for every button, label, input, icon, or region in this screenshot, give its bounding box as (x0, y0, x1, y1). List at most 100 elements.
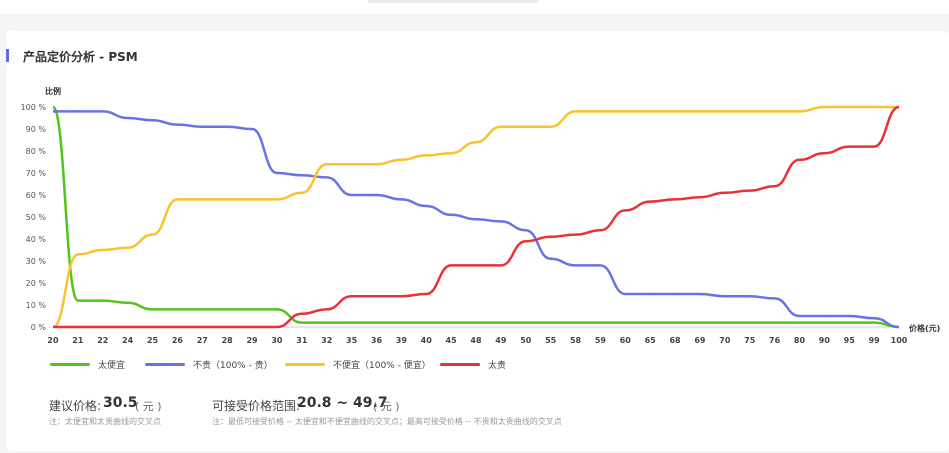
data-point (375, 163, 377, 165)
y-tick-label: 20 % (26, 279, 47, 288)
y-tick-label: 80 % (26, 147, 47, 156)
data-point (176, 308, 178, 310)
series-lines (51, 105, 900, 329)
data-point (201, 126, 203, 128)
data-point (749, 295, 751, 297)
data-point (898, 106, 900, 108)
data-point (898, 326, 900, 328)
data-point (773, 110, 775, 112)
y-tick-label: 70 % (26, 169, 47, 178)
x-tick-label: 99 (869, 336, 881, 345)
x-tick-label: 28 (222, 336, 234, 345)
data-point (674, 321, 676, 323)
series-line-3 (53, 105, 900, 329)
data-point (77, 110, 79, 112)
y-tick-label: 40 % (26, 235, 47, 244)
legend-item-not-cheap[interactable]: 不便宜（100% - 便宜） (285, 357, 431, 371)
data-point (749, 189, 751, 191)
x-tick-label: 55 (545, 336, 557, 345)
data-point (773, 297, 775, 299)
legend-item-not-expensive[interactable]: 不贵（100% - 贵） (145, 357, 273, 371)
x-tick-label: 76 (769, 336, 781, 345)
data-point (450, 264, 452, 266)
data-point (599, 321, 601, 323)
series-line-1 (53, 110, 900, 329)
data-point (823, 106, 825, 108)
x-tick-label: 90 (819, 336, 831, 345)
x-tick-label: 20 (47, 336, 59, 345)
data-point (773, 321, 775, 323)
data-point (500, 220, 502, 222)
data-point (823, 152, 825, 154)
data-point (848, 106, 850, 108)
data-point (699, 293, 701, 295)
data-point (251, 308, 253, 310)
x-tick-label: 59 (595, 336, 607, 345)
data-point (574, 321, 576, 323)
top-bar (0, 0, 949, 14)
x-tick-label: 95 (844, 336, 856, 345)
data-point (400, 295, 402, 297)
x-tick-label: 75 (744, 336, 756, 345)
data-point (350, 163, 352, 165)
data-point (375, 321, 377, 323)
data-point (52, 110, 54, 112)
legend-label: 太贵 (488, 360, 507, 371)
data-point (326, 163, 328, 165)
data-point (201, 308, 203, 310)
data-point (126, 117, 128, 119)
y-axis-label: 比例 (45, 86, 61, 96)
data-point (798, 110, 800, 112)
data-point (450, 214, 452, 216)
data-point (226, 198, 228, 200)
data-point (176, 326, 178, 328)
y-tick-label: 10 % (26, 301, 47, 310)
data-point (525, 321, 527, 323)
data-point (848, 321, 850, 323)
chart-card (6, 31, 949, 451)
data-point (176, 123, 178, 125)
data-point (649, 110, 651, 112)
data-point (52, 326, 54, 328)
data-point (350, 194, 352, 196)
top-bar-placeholder (368, 0, 538, 3)
data-point (176, 198, 178, 200)
x-tick-label: 48 (470, 336, 482, 345)
x-tick-label: 70 (719, 336, 731, 345)
data-point (649, 293, 651, 295)
x-tick-label: 68 (669, 336, 681, 345)
data-point (549, 126, 551, 128)
data-point (475, 218, 477, 220)
data-point (425, 205, 427, 207)
data-point (574, 264, 576, 266)
data-point (77, 299, 79, 301)
data-point (749, 321, 751, 323)
data-point (475, 321, 477, 323)
data-point (699, 196, 701, 198)
data-point (500, 321, 502, 323)
legend-item-too-expensive[interactable]: 太贵 (440, 357, 506, 371)
legend-label: 太便宜 (98, 360, 126, 371)
data-point (276, 308, 278, 310)
data-point (301, 192, 303, 194)
data-point (126, 247, 128, 249)
legend-label: 不贵（100% - 贵） (193, 360, 273, 371)
x-tick-label: 60 (620, 336, 632, 345)
x-axis-label: 价格(元) (909, 323, 940, 333)
legend-item-too-cheap[interactable]: 太便宜 (50, 357, 125, 371)
data-point (848, 315, 850, 317)
data-point (873, 317, 875, 319)
data-point (450, 321, 452, 323)
x-tick-label: 21 (72, 336, 84, 345)
data-point (674, 110, 676, 112)
data-point (475, 264, 477, 266)
data-point (126, 326, 128, 328)
data-point (823, 315, 825, 317)
y-tick-label: 90 % (26, 125, 47, 134)
data-point (823, 321, 825, 323)
x-tick-label: 80 (794, 336, 806, 345)
acceptable-range-value: 20.8 ~ 49.7 (297, 395, 388, 411)
data-point (475, 141, 477, 143)
data-point (599, 264, 601, 266)
